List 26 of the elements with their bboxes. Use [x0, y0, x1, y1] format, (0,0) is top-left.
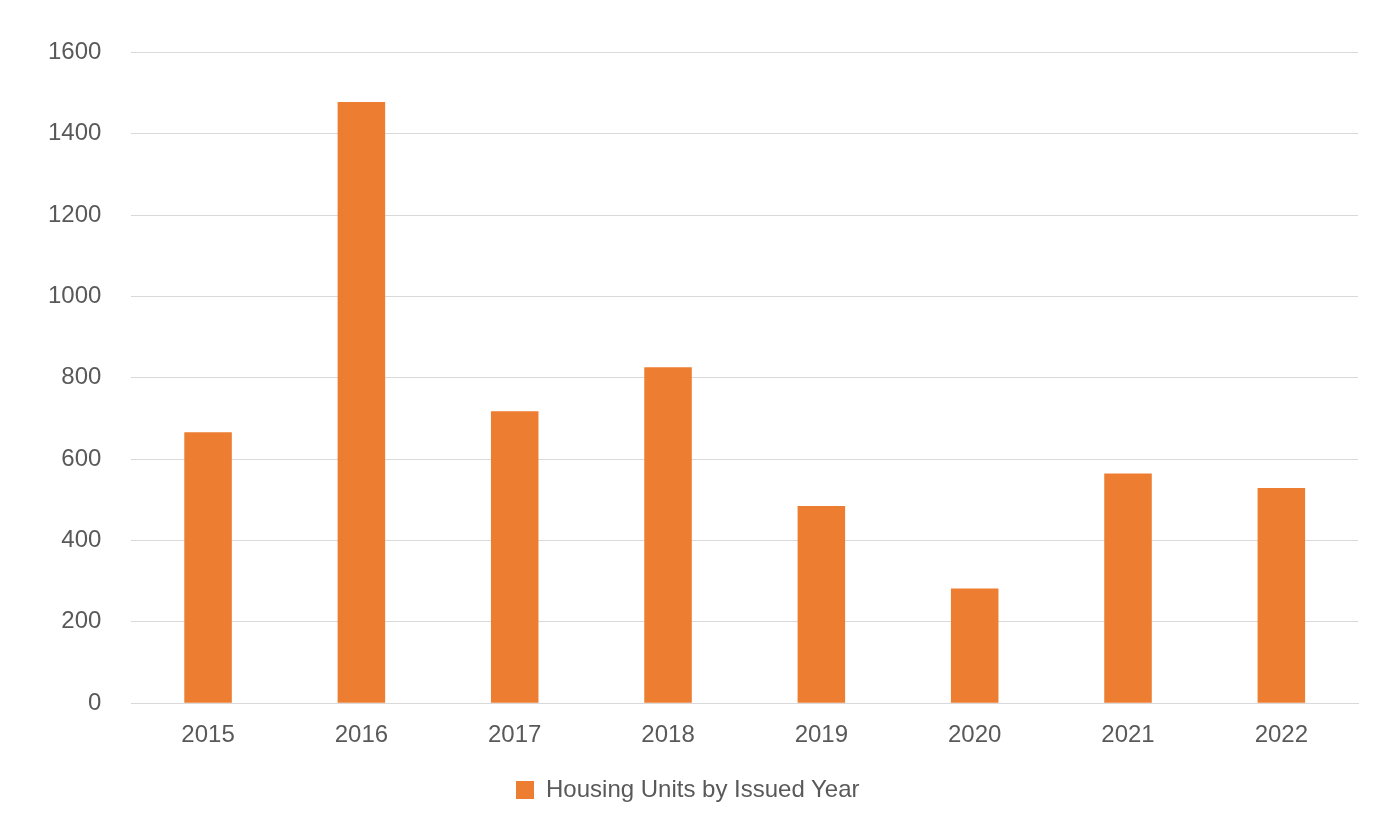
bar — [337, 102, 386, 703]
x-tick-label: 2018 — [641, 720, 695, 748]
x-tick-label: 2016 — [334, 720, 389, 748]
bar — [950, 588, 999, 703]
y-tick-label: 1400 — [48, 118, 102, 146]
y-tick-label: 1000 — [48, 281, 102, 309]
x-tick-label: 2019 — [794, 720, 849, 748]
bar — [1257, 488, 1306, 703]
x-tick-label: 2021 — [1101, 720, 1155, 748]
bar — [184, 432, 232, 703]
y-tick-label: 800 — [61, 362, 102, 390]
bar — [797, 505, 846, 703]
y-tick-label: 0 — [88, 687, 102, 715]
x-tick-label: 2015 — [181, 720, 235, 748]
x-tick-label: 2017 — [488, 720, 542, 748]
bar — [1104, 473, 1152, 703]
x-tick-label: 2020 — [947, 720, 1002, 748]
y-tick-label: 400 — [61, 525, 102, 553]
y-tick-label: 1200 — [48, 199, 102, 227]
bar — [490, 411, 539, 703]
bar — [644, 367, 692, 703]
y-tick-label: 1600 — [48, 37, 102, 65]
y-tick-label: 200 — [61, 606, 102, 634]
y-tick-label: 600 — [61, 443, 102, 471]
x-tick-label: 2022 — [1254, 720, 1309, 748]
legend-label: Housing Units by Issued Year — [546, 774, 860, 802]
